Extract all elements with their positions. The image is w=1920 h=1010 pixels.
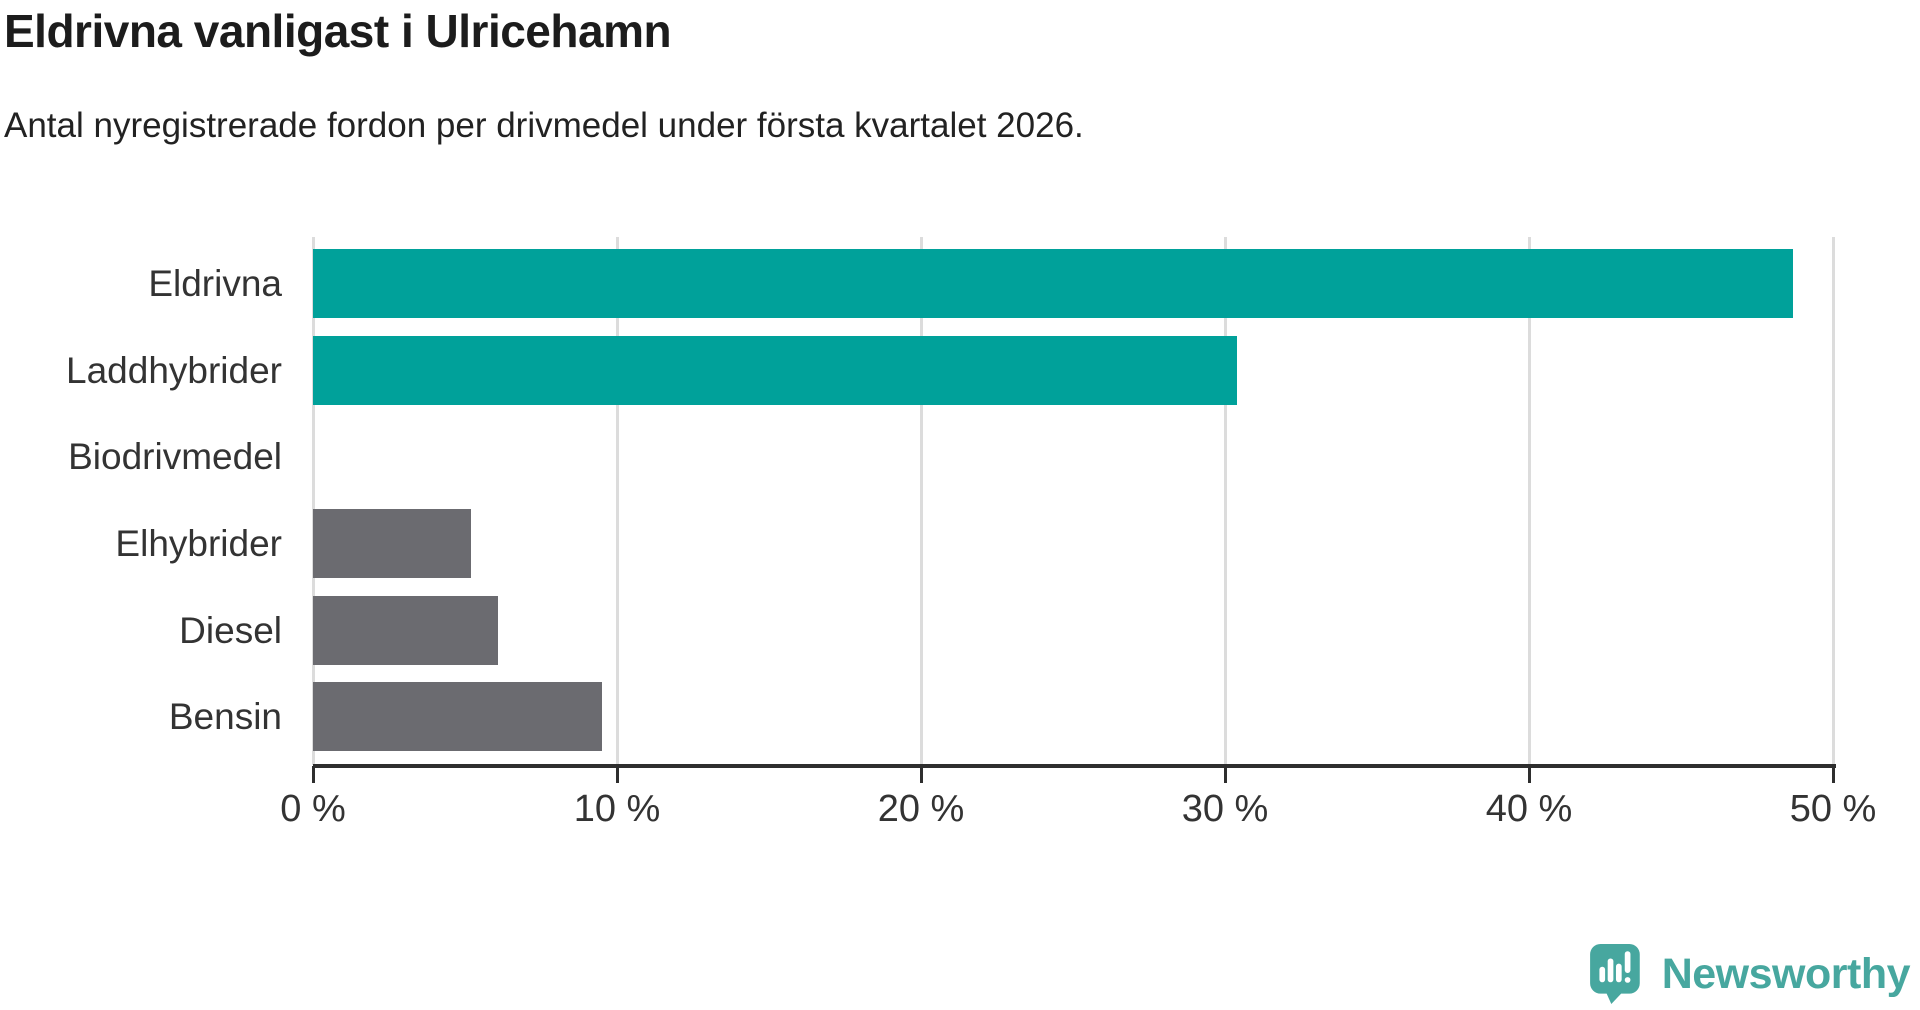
newsworthy-wordmark: Newsworthy — [1661, 949, 1911, 998]
x-axis-tick-label-30: 30 % — [1181, 788, 1269, 830]
category-label-eldrivna: Eldrivna — [148, 263, 282, 304]
gridline-50 — [1831, 237, 1835, 765]
x-axis-tick-label-20: 20 % — [877, 788, 965, 830]
category-label-bensin: Bensin — [168, 696, 282, 738]
newsworthy-logo: Newsworthy — [1589, 944, 1911, 1004]
x-axis-tick-0 — [311, 766, 315, 783]
bar-diesel — [313, 595, 499, 665]
x-axis-tick-label-10: 10 % — [573, 788, 661, 830]
bar-elhybrider — [313, 508, 472, 578]
category-label-laddhybrider: Laddhybrider — [66, 349, 282, 391]
category-label-biodrivmedel: Biodrivmedel — [68, 436, 282, 478]
gridline-0 — [311, 237, 315, 765]
category-label-elhybrider: Elhybrider — [115, 522, 282, 564]
gridline-40 — [1527, 237, 1531, 765]
gridline-10 — [615, 237, 619, 765]
newsworthy-bubble-icon — [1589, 944, 1640, 1004]
gridline-30 — [1223, 237, 1227, 765]
x-axis-tick-label-0: 0 % — [280, 788, 346, 830]
x-axis-tick-30 — [1223, 766, 1227, 783]
bar-bensin — [313, 682, 602, 752]
bar-eldrivna — [313, 249, 1794, 318]
chart-title: Eldrivna vanligast i Ulricehamn — [4, 5, 672, 57]
x-axis-tick-40 — [1527, 766, 1531, 783]
x-axis-tick-label-40: 40 % — [1485, 788, 1573, 830]
chart-subtitle: Antal nyregistrerade fordon per drivmede… — [4, 106, 1084, 145]
category-label-diesel: Diesel — [179, 609, 282, 651]
x-axis-tick-50 — [1831, 766, 1835, 783]
gridline-20 — [919, 237, 923, 765]
x-axis-line — [313, 764, 1836, 768]
x-axis-tick-20 — [919, 766, 923, 783]
x-axis-tick-10 — [615, 766, 619, 783]
x-axis-tick-label-50: 50 % — [1789, 788, 1877, 830]
bar-laddhybrider — [313, 335, 1238, 405]
